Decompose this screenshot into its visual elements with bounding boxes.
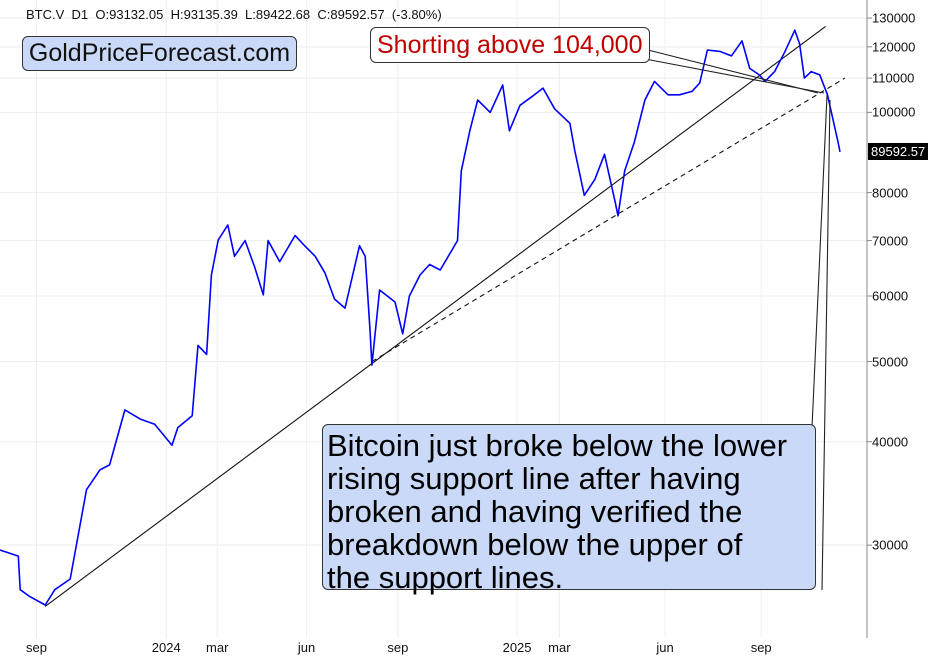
shorting-callout: Shorting above 104,000 xyxy=(370,27,650,63)
timeframe: D1 xyxy=(71,7,89,22)
close-value: C:89592.57 xyxy=(317,7,385,22)
solid-trendline xyxy=(44,26,826,607)
y-tick-label: 80000 xyxy=(872,185,909,201)
open-value: O:93132.05 xyxy=(95,7,164,22)
change-value: (-3.80%) xyxy=(391,7,442,22)
callout-pointer-line xyxy=(639,57,825,94)
y-tick-label: 100000 xyxy=(872,104,916,120)
y-tick-label: 60000 xyxy=(872,288,909,304)
y-tick-label: 70000 xyxy=(872,233,909,249)
x-tick-label: 2024 xyxy=(151,640,181,655)
trendlines xyxy=(44,26,846,607)
y-tick-label: 50000 xyxy=(872,354,909,370)
callout-pointer-line xyxy=(811,94,828,429)
price-line xyxy=(0,29,841,606)
x-tick-label: mar xyxy=(548,640,571,655)
y-tick-label: 130000 xyxy=(872,10,916,26)
x-tick-label: jun xyxy=(656,640,674,655)
low-value: L:89422.68 xyxy=(245,7,311,22)
site-logo: GoldPriceForecast.com xyxy=(22,36,297,71)
symbol: BTC.V xyxy=(26,7,65,22)
comment-line: broken and having verified the xyxy=(327,494,743,529)
x-tick-label: jun xyxy=(297,640,316,655)
callout-pointers xyxy=(639,49,831,591)
x-tick-label: sep xyxy=(750,640,772,655)
comment-line: the support lines. xyxy=(327,560,564,595)
comment-line: rising support line after having xyxy=(327,461,741,496)
y-tick-label: 40000 xyxy=(872,434,909,450)
callout-pointer-line xyxy=(647,49,819,94)
x-tick-label: 2025 xyxy=(502,640,532,655)
comment-line: breakdown below the upper of xyxy=(327,527,743,562)
callout-pointer-line xyxy=(821,99,831,591)
comment-line: Bitcoin just broke below the lower xyxy=(327,428,788,463)
comment-callout: Bitcoin just broke below the lower risin… xyxy=(322,424,816,594)
y-tick-label: 110000 xyxy=(872,70,915,86)
symbol-header: BTC.V D1 O:93132.05 H:93135.39 L:89422.6… xyxy=(26,7,442,22)
x-tick-label: sep xyxy=(387,640,409,655)
high-value: H:93135.39 xyxy=(170,7,238,22)
x-tick-label: mar xyxy=(206,640,229,655)
dashed-trendline xyxy=(371,77,846,362)
y-tick-label: 30000 xyxy=(872,537,909,553)
x-tick-label: sep xyxy=(26,640,47,655)
last-price-label: 89592.57 xyxy=(868,143,929,160)
y-tick-label: 120000 xyxy=(872,39,916,55)
